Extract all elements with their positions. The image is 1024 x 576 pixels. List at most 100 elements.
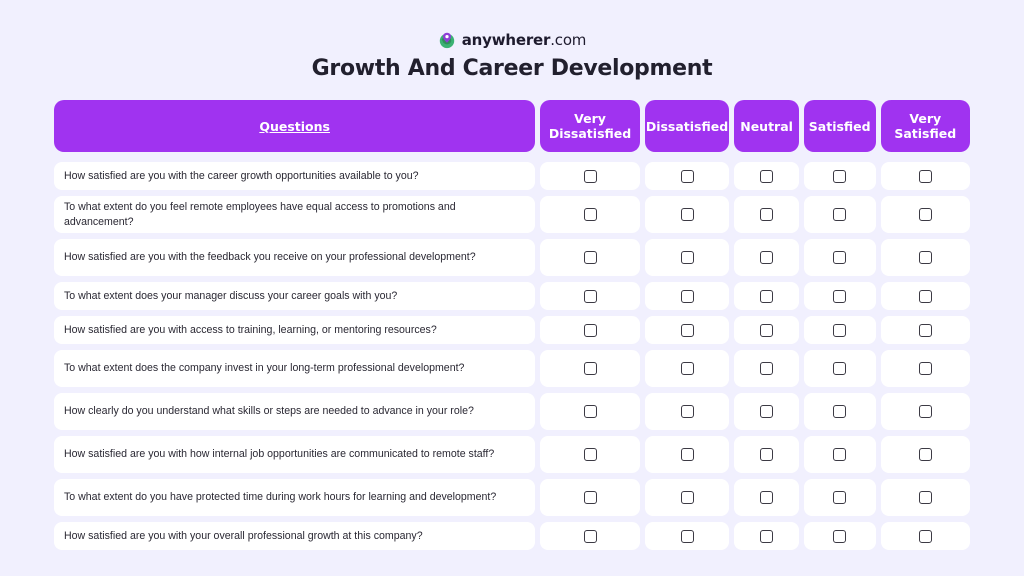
checkbox-neutral[interactable]: [760, 529, 774, 543]
checkbox-very-satisfied[interactable]: [918, 448, 932, 461]
option-cell-very-satisfied: [880, 316, 970, 344]
checkbox-satisfied[interactable]: [833, 169, 847, 183]
checkbox-satisfied[interactable]: [833, 448, 847, 461]
brand-name-bold: anywherer: [461, 31, 551, 49]
checkbox-very-satisfied[interactable]: [918, 251, 932, 264]
option-cell-neutral: [734, 393, 799, 430]
option-cell-very-dissatisfied: [540, 282, 640, 310]
option-cell-dissatisfied: [644, 479, 730, 516]
checkbox-dissatisfied[interactable]: [680, 169, 694, 183]
option-cell-dissatisfied: [644, 196, 730, 233]
option-cell-dissatisfied: [644, 316, 730, 344]
checkbox-very-satisfied[interactable]: [918, 208, 932, 221]
checkbox-dissatisfied[interactable]: [680, 491, 694, 504]
checkbox-very-satisfied[interactable]: [918, 529, 932, 543]
checkbox-dissatisfied[interactable]: [680, 323, 694, 337]
option-cell-neutral: [734, 522, 799, 550]
option-cell-dissatisfied: [644, 522, 730, 550]
checkbox-very-satisfied[interactable]: [918, 323, 932, 337]
option-cell-neutral: [734, 196, 799, 233]
table-row: To what extent does the company invest i…: [54, 350, 970, 387]
question-text: To what extent does your manager discuss…: [54, 282, 536, 310]
checkbox-dissatisfied[interactable]: [680, 362, 694, 375]
checkbox-dissatisfied[interactable]: [680, 448, 694, 461]
option-cell-very-satisfied: [880, 436, 970, 473]
option-cell-neutral: [734, 350, 799, 387]
question-text: How satisfied are you with access to tra…: [54, 316, 536, 344]
option-cell-very-satisfied: [880, 350, 970, 387]
option-cell-satisfied: [803, 162, 876, 190]
option-cell-satisfied: [803, 479, 876, 516]
option-cell-dissatisfied: [644, 162, 730, 190]
checkbox-very-satisfied[interactable]: [918, 289, 932, 303]
question-text: How satisfied are you with the career gr…: [54, 162, 536, 190]
table-row: To what extent do you feel remote employ…: [54, 196, 970, 233]
option-cell-satisfied: [803, 436, 876, 473]
checkbox-dissatisfied[interactable]: [680, 405, 694, 418]
checkbox-neutral[interactable]: [760, 289, 774, 303]
question-text: How clearly do you understand what skill…: [54, 393, 536, 430]
checkbox-very-satisfied[interactable]: [918, 491, 932, 504]
brand-name-domain: .com: [550, 31, 587, 49]
option-cell-very-satisfied: [880, 162, 970, 190]
option-cell-satisfied: [803, 316, 876, 344]
checkbox-neutral[interactable]: [760, 323, 774, 337]
checkbox-very-dissatisfied[interactable]: [583, 251, 597, 264]
globe-pin-icon: [439, 32, 454, 49]
checkbox-satisfied[interactable]: [833, 208, 847, 221]
checkbox-very-dissatisfied[interactable]: [583, 208, 597, 221]
checkbox-very-dissatisfied[interactable]: [583, 289, 597, 303]
checkbox-neutral[interactable]: [760, 448, 774, 461]
checkbox-neutral[interactable]: [760, 362, 774, 375]
brand-name: anywherer.com: [461, 31, 587, 49]
checkbox-dissatisfied[interactable]: [680, 208, 694, 221]
question-text: How satisfied are you with your overall …: [54, 522, 536, 550]
table-body: How satisfied are you with the career gr…: [54, 162, 970, 550]
survey-table: Questions Very Dissatisfied Dissatisfied…: [54, 100, 970, 556]
option-cell-very-dissatisfied: [540, 350, 640, 387]
checkbox-very-dissatisfied[interactable]: [583, 362, 597, 375]
checkbox-very-satisfied[interactable]: [918, 362, 932, 375]
header-very-dissatisfied: Very Dissatisfied: [540, 100, 640, 152]
option-cell-very-dissatisfied: [540, 522, 640, 550]
option-cell-neutral: [734, 316, 799, 344]
option-cell-dissatisfied: [644, 393, 730, 430]
checkbox-satisfied[interactable]: [833, 491, 847, 504]
table-row: How satisfied are you with the career gr…: [54, 162, 970, 190]
checkbox-dissatisfied[interactable]: [680, 251, 694, 264]
checkbox-very-satisfied[interactable]: [918, 405, 932, 418]
checkbox-neutral[interactable]: [760, 491, 774, 504]
option-cell-very-satisfied: [880, 479, 970, 516]
checkbox-dissatisfied[interactable]: [680, 529, 694, 543]
checkbox-very-satisfied[interactable]: [918, 169, 932, 183]
checkbox-very-dissatisfied[interactable]: [583, 323, 597, 337]
option-cell-very-dissatisfied: [540, 196, 640, 233]
header-satisfied: Satisfied: [803, 100, 876, 152]
checkbox-neutral[interactable]: [760, 251, 774, 264]
checkbox-neutral[interactable]: [760, 405, 774, 418]
checkbox-satisfied[interactable]: [833, 362, 847, 375]
option-cell-neutral: [734, 162, 799, 190]
checkbox-very-dissatisfied[interactable]: [583, 491, 597, 504]
option-cell-very-dissatisfied: [540, 393, 640, 430]
option-cell-satisfied: [803, 350, 876, 387]
checkbox-very-dissatisfied[interactable]: [583, 529, 597, 543]
checkbox-satisfied[interactable]: [833, 529, 847, 543]
option-cell-neutral: [734, 436, 799, 473]
checkbox-dissatisfied[interactable]: [680, 289, 694, 303]
option-cell-very-satisfied: [880, 239, 970, 276]
option-cell-very-satisfied: [880, 393, 970, 430]
option-cell-very-dissatisfied: [540, 239, 640, 276]
checkbox-very-dissatisfied[interactable]: [583, 448, 597, 461]
checkbox-very-dissatisfied[interactable]: [583, 169, 597, 183]
header-neutral: Neutral: [734, 100, 799, 152]
option-cell-very-dissatisfied: [540, 436, 640, 473]
checkbox-neutral[interactable]: [760, 169, 774, 183]
checkbox-neutral[interactable]: [760, 208, 774, 221]
checkbox-satisfied[interactable]: [833, 405, 847, 418]
checkbox-satisfied[interactable]: [833, 251, 847, 264]
checkbox-satisfied[interactable]: [833, 323, 847, 337]
checkbox-satisfied[interactable]: [833, 289, 847, 303]
checkbox-very-dissatisfied[interactable]: [583, 405, 597, 418]
header-very-satisfied: Very Satisfied: [880, 100, 970, 152]
